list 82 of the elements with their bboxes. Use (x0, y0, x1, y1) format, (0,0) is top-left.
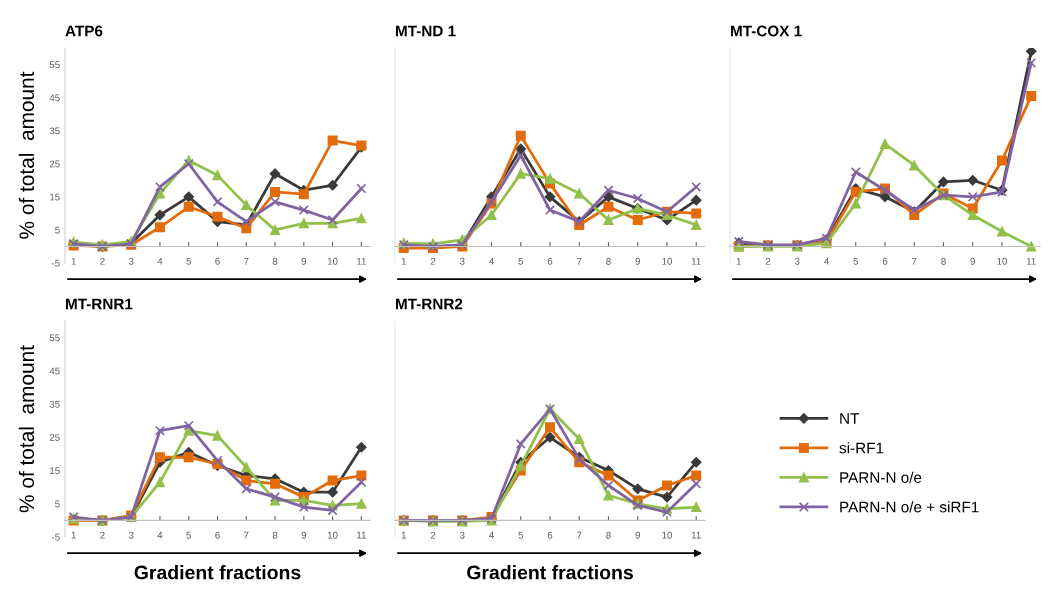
x-tick-label: 10 (662, 531, 673, 539)
x-tick-label: 8 (272, 531, 278, 539)
y-tick-label: 15 (50, 193, 60, 201)
x-tick-label: 8 (272, 257, 278, 265)
chart-title: MT-RNR1 (66, 298, 133, 310)
y-tick-label: 55 (49, 334, 60, 342)
x-tick-label: 9 (635, 531, 640, 539)
y-tick-label: 25 (49, 434, 60, 441)
x-tick-label: 4 (489, 531, 494, 539)
x-tick-label: 7 (577, 257, 582, 265)
x-tick-label: 7 (244, 531, 249, 539)
x-tick-label: 10 (327, 531, 338, 539)
x-tick-label: 4 (824, 257, 829, 265)
x-tick-label: 5 (518, 257, 524, 265)
legend-label: PARN-N o/e (840, 471, 922, 483)
chart-title: MT-ND 1 (396, 25, 456, 37)
legend-label: NT (840, 413, 860, 424)
x-tick-label: 4 (157, 531, 163, 539)
y-tick-label: 35 (49, 127, 60, 135)
x-tick-label: 9 (970, 257, 975, 265)
x-tick-label: 8 (941, 257, 946, 265)
x-tick-label: 7 (577, 531, 582, 539)
x-tick-label: 4 (489, 257, 494, 265)
x-tick-label: 4 (157, 257, 163, 265)
x-tick-label: 5 (518, 531, 524, 539)
y-tick-label: 45 (49, 94, 60, 102)
x-tick-label: 1 (401, 257, 406, 265)
y-tick-label: 5 (55, 500, 60, 508)
x-tick-label: 1 (71, 257, 76, 265)
x-tick-label: 5 (186, 531, 192, 539)
y-tick-label: 45 (49, 367, 60, 375)
x-tick-label: 6 (215, 257, 220, 265)
y-tick-label: 25 (49, 160, 60, 168)
x-tick-label: 1 (71, 531, 76, 539)
x-tick-label: 5 (186, 257, 192, 265)
y-tick-label: 5 (55, 226, 60, 234)
x-tick-label: 2 (100, 257, 105, 265)
x-tick-label: 8 (606, 531, 611, 539)
legend-label: PARN-N o/e + siRF1 (840, 501, 979, 513)
x-tick-label: 6 (547, 257, 553, 265)
x-tick-label: 3 (459, 257, 465, 265)
x-tick-label: 7 (912, 257, 917, 265)
x-tick-label: 9 (635, 257, 640, 265)
x-tick-label: 11 (357, 531, 366, 539)
x-tick-label: 6 (215, 531, 220, 539)
x-tick-label: 11 (1026, 257, 1036, 265)
x-tick-label: 9 (301, 531, 307, 539)
chart-title: MT-RNR2 (396, 298, 463, 310)
x-tick-label: 1 (401, 531, 406, 539)
x-tick-label: 2 (430, 531, 436, 539)
y-axis-title: % of total amount (18, 71, 35, 239)
y-tick-label: 15 (50, 467, 60, 475)
x-tick-label: 1 (736, 257, 741, 265)
y-tick-label: 35 (49, 400, 60, 408)
x-tick-label: 10 (997, 257, 1008, 265)
x-tick-label: 2 (765, 257, 771, 265)
x-tick-label: 10 (327, 257, 338, 265)
x-axis-title: Gradient fractions (467, 565, 633, 580)
x-tick-label: 2 (100, 531, 105, 539)
x-tick-label: 3 (459, 531, 465, 539)
x-axis-title: Gradient fractions (134, 565, 301, 580)
x-tick-label: 3 (128, 531, 134, 539)
x-tick-label: 8 (606, 257, 611, 265)
y-axis-title: % of total amount (18, 345, 35, 513)
x-tick-label: 7 (244, 257, 249, 265)
y-tick-label: -5 (51, 533, 60, 541)
x-tick-label: 9 (301, 257, 307, 265)
x-tick-label: 2 (430, 257, 436, 265)
x-tick-label: 6 (882, 257, 888, 265)
x-tick-label: 3 (128, 257, 134, 265)
x-tick-label: 3 (794, 257, 800, 265)
x-tick-label: 11 (691, 257, 701, 265)
x-tick-label: 11 (691, 531, 701, 539)
legend-label: si-RF1 (839, 442, 884, 454)
x-tick-label: 5 (853, 257, 859, 265)
y-tick-label: 55 (49, 61, 60, 69)
x-tick-label: 11 (357, 257, 366, 265)
chart-title: MT-COX 1 (731, 25, 802, 37)
chart-title: ATP6 (65, 25, 103, 37)
y-tick-label: -5 (51, 259, 60, 267)
x-tick-label: 6 (547, 531, 553, 539)
x-tick-label: 10 (662, 257, 673, 265)
